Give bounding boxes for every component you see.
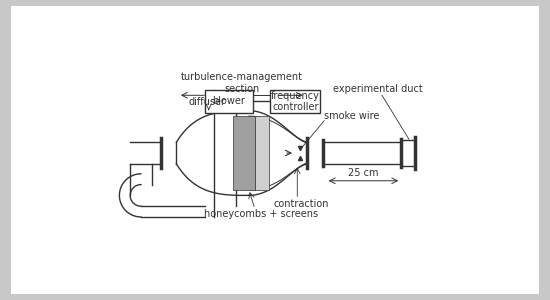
Bar: [205, 90, 252, 113]
Text: honeycombs + screens: honeycombs + screens: [204, 209, 318, 219]
Text: frequency
controller: frequency controller: [271, 91, 320, 112]
Bar: [271, 90, 321, 113]
Text: contraction: contraction: [273, 199, 329, 209]
Text: turbulence-management
section: turbulence-management section: [181, 72, 303, 94]
Text: smoke wire: smoke wire: [324, 111, 380, 121]
Text: experimental duct: experimental duct: [333, 84, 423, 94]
Text: blower: blower: [212, 96, 245, 106]
Text: diffuser: diffuser: [189, 97, 225, 107]
Bar: [255, 116, 269, 190]
Bar: [233, 116, 255, 190]
Text: 25 cm: 25 cm: [348, 169, 379, 178]
